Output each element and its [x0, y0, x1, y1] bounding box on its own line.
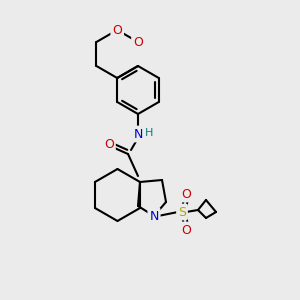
- Text: N: N: [149, 209, 159, 223]
- Text: O: O: [181, 188, 191, 200]
- Text: O: O: [112, 23, 122, 37]
- Text: S: S: [178, 206, 186, 218]
- Text: O: O: [104, 137, 114, 151]
- Text: H: H: [145, 128, 153, 138]
- Text: O: O: [133, 35, 143, 49]
- Text: O: O: [181, 224, 191, 236]
- Text: N: N: [133, 128, 143, 140]
